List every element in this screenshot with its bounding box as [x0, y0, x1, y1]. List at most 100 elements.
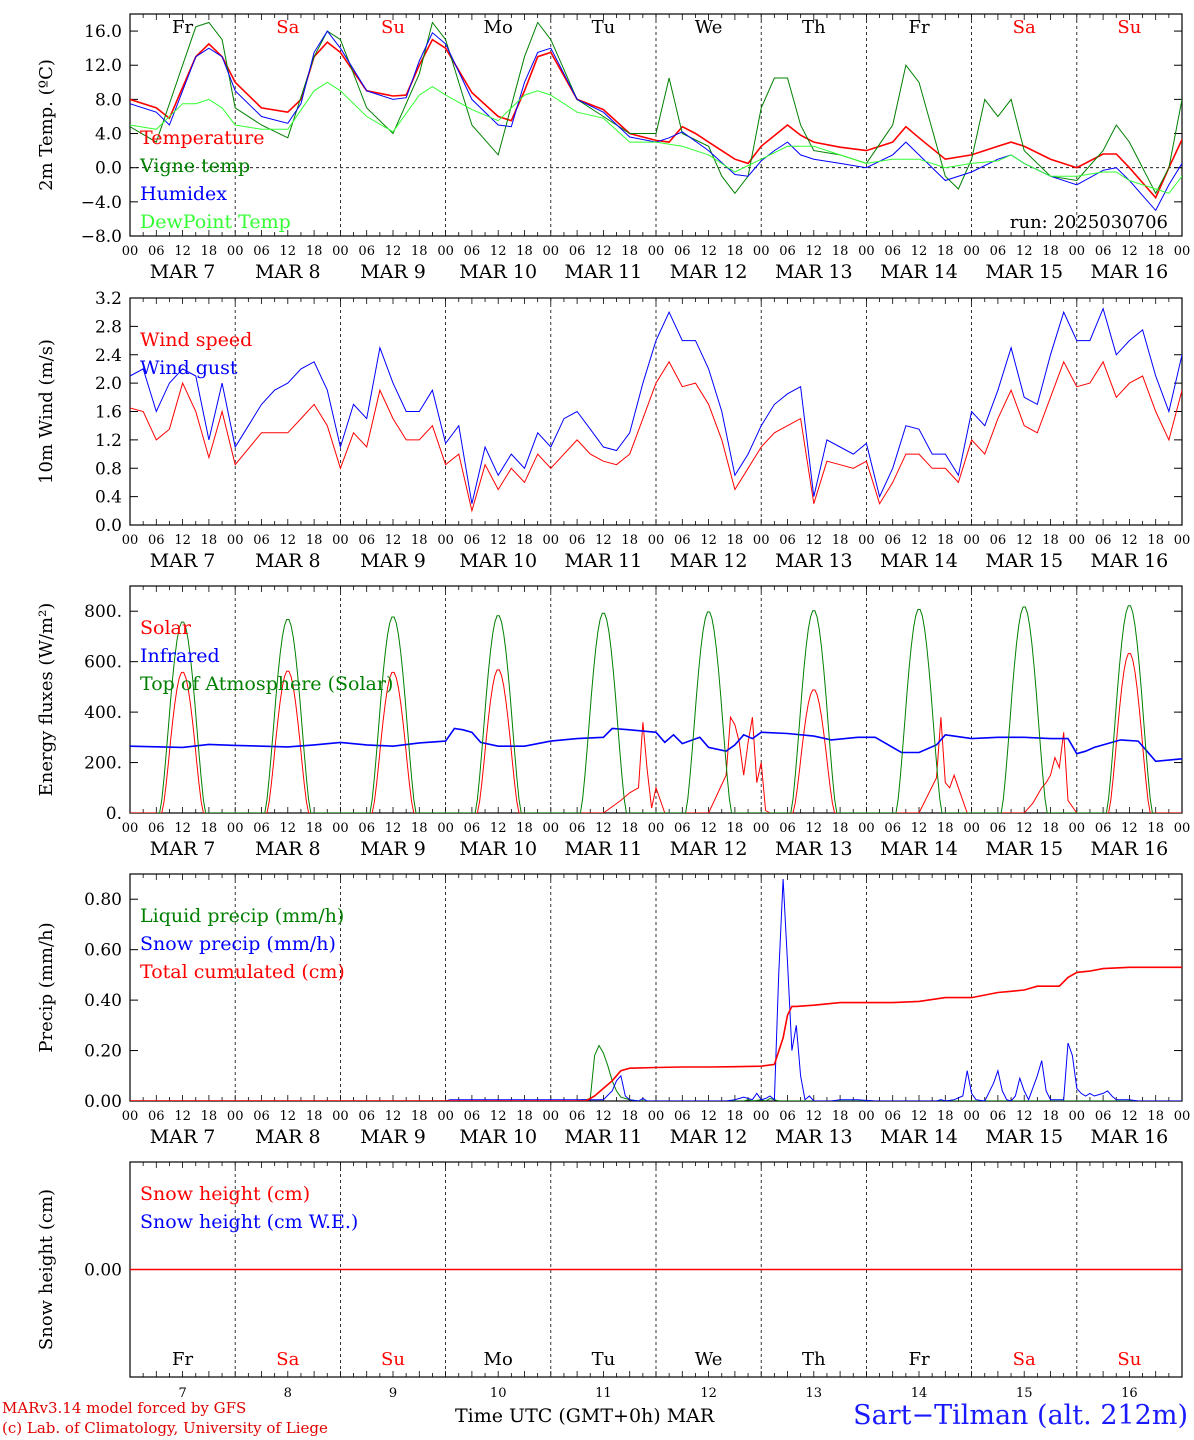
hour-tick-label: 12 [174, 244, 191, 259]
hour-tick-label: 06 [464, 1109, 481, 1124]
hour-tick-label: 18 [411, 821, 428, 836]
day-name: Su [381, 17, 405, 38]
date-label: MAR 9 [360, 550, 426, 572]
hour-tick-label: 18 [832, 821, 849, 836]
hour-tick-label: 06 [569, 244, 586, 259]
date-label: MAR 12 [670, 261, 748, 283]
station-name: Sart−Tilman (alt. 212m) [853, 1400, 1188, 1431]
hour-tick-label: 18 [621, 533, 638, 548]
date-number: 7 [178, 1386, 186, 1401]
hour-tick-label: 12 [806, 533, 823, 548]
hour-tick-label: 18 [1042, 533, 1059, 548]
date-label: MAR 9 [360, 1126, 426, 1148]
date-label: MAR 16 [1091, 261, 1169, 283]
hour-tick-label: 06 [674, 533, 691, 548]
day-name: Su [381, 1349, 405, 1370]
day-name: Fr [172, 17, 193, 38]
date-label: MAR 10 [459, 1126, 537, 1148]
legend-entry: Snow precip (mm/h) [140, 933, 336, 955]
hour-tick-label: 12 [490, 1109, 507, 1124]
hour-tick-label: 06 [569, 533, 586, 548]
hour-tick-label: 18 [727, 533, 744, 548]
hour-tick-label: 06 [674, 1109, 691, 1124]
y-tick-label: 400. [84, 703, 122, 723]
hour-tick-label: 18 [1147, 244, 1164, 259]
hour-tick-label: 12 [1121, 821, 1138, 836]
hour-tick-label: 12 [1016, 244, 1033, 259]
hour-tick-label: 00 [1174, 821, 1191, 836]
date-label: MAR 8 [255, 838, 321, 860]
hour-tick-label: 06 [990, 821, 1007, 836]
hour-tick-label: 00 [543, 821, 560, 836]
hour-tick-label: 18 [727, 1109, 744, 1124]
y-axis-label: Energy fluxes (W/m²) [36, 603, 57, 797]
hour-tick-label: 06 [148, 244, 165, 259]
hour-tick-label: 18 [832, 533, 849, 548]
date-label: MAR 14 [880, 550, 958, 572]
hour-tick-label: 18 [516, 533, 533, 548]
day-name: Fr [908, 17, 929, 38]
hour-tick-label: 18 [832, 244, 849, 259]
series-line-humidex [130, 30, 1182, 212]
date-number: 9 [389, 1386, 397, 1401]
series-line-total-cumulated-cm- [130, 966, 1182, 1101]
hour-tick-label: 06 [464, 244, 481, 259]
hour-tick-label: 00 [858, 821, 875, 836]
date-label: MAR 14 [880, 1126, 958, 1148]
day-name: Sa [1013, 17, 1036, 38]
date-label: MAR 16 [1091, 550, 1169, 572]
model-credit-line1: MARv3.14 model forced by GFS [2, 1399, 247, 1417]
hour-tick-label: 00 [963, 1109, 980, 1124]
hour-tick-label: 00 [753, 821, 770, 836]
day-name: Su [1117, 1349, 1141, 1370]
day-name: Th [802, 1349, 826, 1370]
date-number: 12 [700, 1386, 717, 1401]
hour-tick-label: 06 [148, 1109, 165, 1124]
hour-tick-label: 18 [306, 821, 323, 836]
hour-tick-label: 18 [306, 533, 323, 548]
hour-tick-label: 00 [332, 821, 349, 836]
hour-tick-label: 12 [174, 533, 191, 548]
hour-tick-label: 00 [543, 244, 560, 259]
y-tick-label: 0.20 [84, 1042, 122, 1062]
run-annotation: run: 2025030706 [1010, 212, 1168, 233]
legend-entry: Vigne temp [139, 155, 250, 177]
y-tick-label: 0.4 [95, 488, 122, 508]
hour-tick-label: 12 [700, 244, 717, 259]
hour-tick-label: 12 [911, 533, 928, 548]
hour-tick-label: 18 [937, 821, 954, 836]
day-name: We [695, 1349, 723, 1370]
hour-tick-label: 00 [648, 244, 665, 259]
hour-tick-label: 00 [227, 821, 244, 836]
date-label: MAR 7 [150, 261, 216, 283]
date-label: MAR 8 [255, 1126, 321, 1148]
day-name: Fr [908, 1349, 929, 1370]
hour-tick-label: 18 [1147, 533, 1164, 548]
hour-tick-label: 00 [122, 244, 139, 259]
hour-tick-label: 00 [648, 821, 665, 836]
hour-tick-label: 12 [700, 1109, 717, 1124]
hour-tick-label: 06 [464, 533, 481, 548]
hour-tick-label: 18 [306, 1109, 323, 1124]
hour-tick-label: 00 [122, 533, 139, 548]
date-label: MAR 10 [459, 261, 537, 283]
hour-tick-label: 06 [358, 821, 375, 836]
hour-tick-label: 18 [621, 821, 638, 836]
hour-tick-label: 00 [858, 1109, 875, 1124]
y-tick-label: 0.40 [84, 991, 122, 1011]
hour-tick-label: 06 [358, 533, 375, 548]
hour-tick-label: 12 [1016, 533, 1033, 548]
y-tick-label: 2.4 [95, 346, 122, 366]
legend-entry: Wind gust [140, 357, 238, 379]
series-line-vigne-temp [130, 21, 1182, 195]
date-label: MAR 8 [255, 550, 321, 572]
hour-tick-label: 12 [280, 244, 297, 259]
y-tick-label: 2.8 [95, 317, 122, 337]
hour-tick-label: 00 [858, 533, 875, 548]
date-number: 10 [490, 1386, 507, 1401]
date-label: MAR 11 [565, 550, 643, 572]
hour-tick-label: 12 [595, 1109, 612, 1124]
date-number: 13 [806, 1386, 823, 1401]
hour-tick-label: 00 [963, 821, 980, 836]
